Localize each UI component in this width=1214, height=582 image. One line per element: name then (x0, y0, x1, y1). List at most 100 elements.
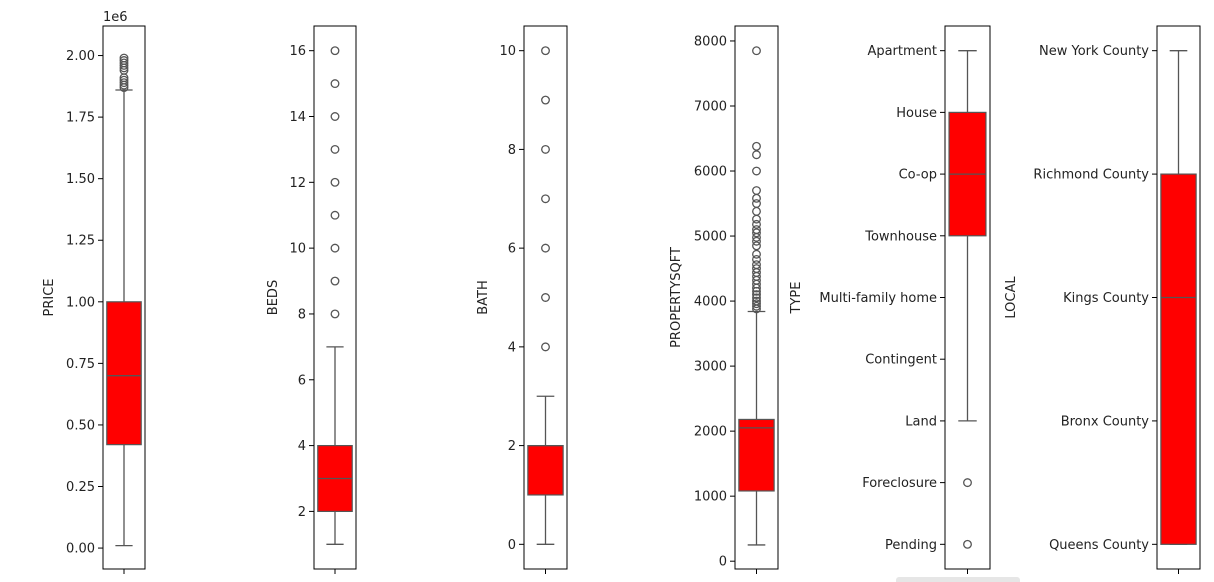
outlier-point (330, 144, 340, 154)
outlier-point (541, 342, 550, 352)
outlier-point (330, 46, 340, 56)
outlier-point (119, 75, 129, 85)
outlier-point (752, 228, 761, 238)
y-tick-label: 8000 (694, 34, 727, 49)
outlier-point (752, 150, 761, 160)
iqr-box (738, 418, 775, 492)
outlier-point (541, 293, 550, 302)
iqr-box (1160, 173, 1197, 545)
outlier-point (752, 141, 761, 151)
outlier-point (752, 293, 761, 303)
y-tick-label: 10 (289, 242, 306, 257)
outlier-point (330, 79, 340, 89)
outlier-point (752, 225, 761, 234)
outlier-point (752, 264, 761, 274)
y-tick-label: 3000 (694, 360, 727, 375)
outlier-point (119, 58, 129, 68)
y-tick-label: Land (905, 414, 937, 429)
y-tick-label: Multi-family home (819, 291, 937, 306)
boxplot-panel-propertysqft: 0 1000 2000 3000 4000 5000 6000 7000 8000 PROPERT… (669, 25, 779, 574)
y-tick-label: 2000 (694, 425, 727, 440)
y-tick-label: 1000 (694, 490, 727, 505)
y-tick-label: 0.50 (66, 418, 95, 433)
y-tick-label: Richmond County (1033, 168, 1149, 183)
y-tick-label: 1.75 (66, 111, 95, 126)
y-tick-label: 2.00 (66, 49, 95, 64)
y-axis-label: TYPE (789, 282, 804, 315)
y-tick-label: Pending (885, 538, 937, 553)
y-tick-label: Kings County (1063, 291, 1149, 306)
y-tick-label: 2 (298, 505, 306, 520)
outlier-point (752, 301, 761, 311)
outlier-point (119, 56, 129, 65)
outlier-point (119, 78, 129, 88)
y-tick-label: 5000 (694, 230, 727, 245)
y-tick-label: House (896, 106, 937, 121)
y-axis-label: BEDS (266, 280, 281, 315)
y-tick-label: 1.25 (66, 234, 95, 249)
boxplot-panel-beds: 2 4 6 8 10 12 14 16 BEDS (266, 25, 357, 574)
outlier-point (541, 194, 550, 204)
y-tick-label: 0.25 (66, 480, 95, 495)
y-tick-label: 6 (508, 242, 516, 257)
outlier-point (752, 46, 761, 56)
outlier-point (541, 144, 550, 154)
y-tick-label: 0.00 (66, 542, 95, 557)
y-tick-label: 4000 (694, 295, 727, 310)
y-axis-label: BATH (476, 280, 491, 315)
outlier-point (752, 290, 761, 300)
outlier-point (330, 243, 340, 253)
boxplot-panel-price: 0.00 0.25 0.50 0.75 1.00 1.25 1.50 1.75 2.00 PRIC… (42, 10, 146, 574)
y-tick-label: Townhouse (864, 229, 937, 244)
iqr-box (106, 301, 142, 446)
y-tick-label: 0 (719, 555, 727, 570)
y-tick-label: New York County (1039, 44, 1149, 59)
y-tick-label: 16 (289, 44, 306, 59)
y-tick-label: Bronx County (1061, 414, 1150, 429)
y-tick-label: 1.00 (66, 295, 95, 310)
scrollbar-hint (896, 577, 1020, 582)
outlier-point (752, 249, 761, 259)
outlier-point (752, 241, 761, 251)
outlier-point (752, 236, 761, 246)
outlier-point (752, 255, 761, 264)
outlier-point (963, 539, 972, 549)
y-tick-label: 7000 (694, 99, 727, 114)
y-tick-label: 0.75 (66, 357, 95, 372)
y-tick-label: 6 (298, 373, 306, 388)
outlier-point (752, 186, 761, 195)
outlier-point (963, 478, 972, 488)
y-tick-label: Contingent (865, 353, 937, 368)
y-tick-label: Co-op (899, 168, 937, 183)
y-tick-label: 6000 (694, 165, 727, 180)
y-tick-label: 4 (508, 340, 516, 355)
outlier-point (330, 210, 340, 220)
outlier-point (119, 53, 129, 63)
outlier-point (541, 243, 550, 253)
outlier-point (752, 260, 761, 270)
y-tick-label: 4 (298, 439, 306, 454)
y-tick-label: 1.50 (66, 172, 95, 187)
y-tick-label: Foreclosure (862, 476, 937, 491)
outlier-point (541, 95, 550, 105)
boxplot-panel-local: New York County Richmond County Kings Coun… (1004, 25, 1201, 574)
y-axis-label: PRICE (42, 279, 57, 317)
axis-offset-label: 1e6 (103, 10, 128, 25)
y-tick-label: 12 (289, 176, 306, 191)
y-tick-label: 2 (508, 439, 516, 454)
y-tick-label: Queens County (1049, 538, 1149, 553)
y-tick-label: 8 (508, 143, 516, 158)
outlier-point (330, 276, 340, 286)
y-axis-label: LOCAL (1004, 276, 1019, 319)
outlier-point (541, 46, 550, 56)
boxplot-panel-type: Apartment House Co-op Townhouse Multi-family… (789, 25, 991, 574)
y-axis-label: PROPERTYSQFT (669, 247, 684, 348)
outlier-point (752, 199, 761, 208)
outlier-point (330, 177, 340, 187)
y-tick-label: 8 (298, 307, 306, 322)
outlier-point (752, 166, 761, 176)
boxplot-panel-bath: 0 2 4 6 8 10 BATH (476, 25, 568, 574)
outlier-point (330, 309, 340, 319)
